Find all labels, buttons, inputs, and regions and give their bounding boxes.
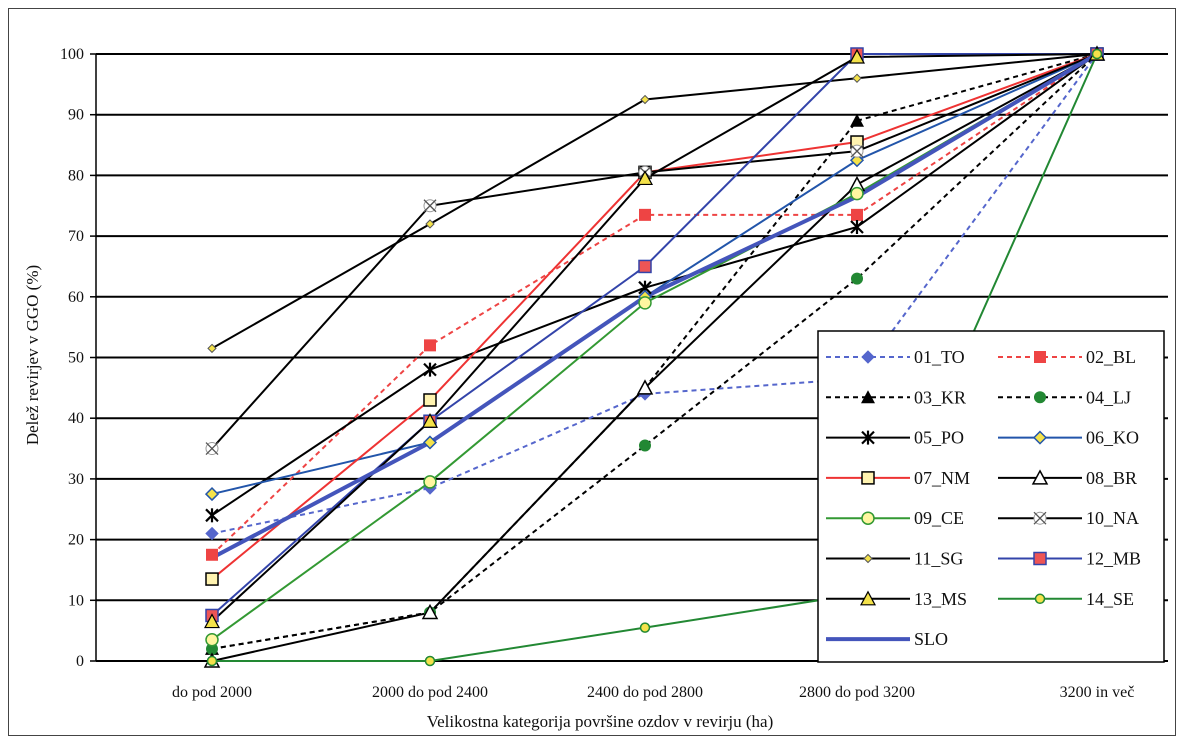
y-tick-label: 30 (68, 471, 84, 488)
data-point-11_SG (425, 219, 435, 229)
data-point-07_NM (423, 393, 437, 407)
x-tick-label: 2800 do pod 3200 (799, 684, 915, 701)
series-markers (203, 45, 1106, 668)
legend: 01_TO 02_BL 03_KR 04_LJ 05_PO 06_KO 07_NM 08_BR… (817, 330, 1165, 663)
legend-marker-11_SG (863, 553, 873, 564)
legend-label-10_NA: 10_NA (1086, 508, 1139, 528)
data-point-02_BL (851, 208, 863, 221)
data-point-02_BL (424, 339, 436, 352)
legend-label-03_KR: 03_KR (914, 387, 966, 407)
legend-marker-13_MS (859, 590, 877, 606)
legend-label-13_MS: 13_MS (914, 589, 967, 609)
legend-label-14_SE: 14_SE (1086, 589, 1134, 609)
x-tick-label: 3200 in več (1060, 684, 1135, 701)
y-tick-label: 70 (68, 228, 84, 245)
series-line-01_TO (211, 53, 1098, 535)
y-tick-label: 80 (68, 167, 84, 184)
legend-marker-01_TO (861, 350, 875, 364)
series-line-11_SG (211, 53, 1098, 350)
x-tick-label: 2400 do pod 2800 (587, 684, 703, 701)
data-point-12_MB (638, 259, 652, 274)
data-point-09_CE (423, 475, 437, 489)
data-point-13_MS (421, 412, 439, 428)
legend-label-12_MB: 12_MB (1086, 549, 1141, 569)
y-tick-label: 0 (76, 653, 84, 670)
legend-label-06_KO: 06_KO (1086, 428, 1139, 448)
x-axis-ticks: do pod 2000 2000 do pod 2400 2400 do pod 2… (172, 684, 1134, 701)
legend-marker-14_SE (1034, 593, 1046, 605)
series-line-04_LJ (211, 53, 1098, 650)
legend-marker-12_MB (1033, 551, 1047, 566)
y-tick-label: 40 (68, 410, 84, 427)
legend-label-02_BL: 02_BL (1086, 347, 1136, 367)
legend-label-05_PO: 05_PO (914, 428, 964, 448)
data-point-04_LJ (639, 439, 651, 452)
y-axis-ticks: 0 10 20 30 40 50 60 70 80 90 100 (60, 46, 96, 670)
data-point-06_KO (422, 435, 438, 450)
data-point-01_TO (205, 526, 219, 541)
legend-marker-08_BR (1031, 469, 1049, 485)
legend-label-04_LJ: 04_LJ (1086, 387, 1131, 407)
data-point-08_BR (636, 379, 654, 395)
legend-label-SLO: SLO (914, 629, 948, 649)
data-point-14_SE (424, 655, 436, 667)
data-point-14_SE (1091, 48, 1103, 60)
y-tick-label: 60 (68, 289, 84, 306)
legend-label-07_NM: 07_NM (914, 468, 970, 488)
data-point-11_SG (852, 73, 862, 83)
data-point-14_SE (639, 622, 651, 633)
data-point-10_NA (850, 144, 864, 158)
data-point-09_CE (205, 633, 219, 647)
chart-frame (8, 8, 1176, 736)
legend-marker-04_LJ (1034, 391, 1046, 404)
legend-marker-10_NA (1033, 511, 1047, 525)
data-point-13_MS (848, 48, 866, 64)
data-point-07_NM (205, 572, 219, 586)
y-tick-label: 90 (68, 107, 84, 124)
legend-marker-03_KR (861, 390, 875, 404)
data-point-13_MS (636, 170, 654, 186)
data-point-02_BL (206, 548, 218, 561)
legend-marker-09_CE (861, 511, 875, 525)
data-point-04_LJ (206, 642, 218, 655)
legend-marker-02_BL (1034, 351, 1046, 363)
data-point-03_KR (850, 113, 864, 127)
data-point-11_SG (640, 94, 650, 105)
legend-marker-07_NM (861, 471, 875, 485)
data-point-04_LJ (851, 272, 863, 285)
data-point-10_NA (423, 199, 437, 213)
legend-marker-06_KO (1032, 430, 1048, 445)
data-point-14_SE (206, 655, 218, 667)
x-tick-label: 2000 do pod 2400 (372, 684, 488, 701)
y-axis-label: Delež revirjev v GGO (%) (23, 265, 42, 445)
data-point-10_NA (205, 442, 219, 456)
data-point-06_KO (849, 153, 865, 168)
data-point-13_MS (203, 613, 221, 629)
legend-label-01_TO: 01_TO (914, 347, 965, 367)
legend-box (817, 330, 1165, 663)
data-point-09_CE (638, 296, 652, 310)
y-tick-label: 50 (68, 350, 84, 367)
x-tick-label: do pod 2000 (172, 684, 252, 701)
legend-label-11_SG: 11_SG (914, 549, 963, 569)
data-point-02_BL (639, 208, 651, 221)
y-tick-label: 100 (60, 46, 84, 63)
data-point-09_CE (850, 186, 864, 201)
data-point-06_KO (204, 487, 220, 502)
legend-label-08_BR: 08_BR (1086, 468, 1137, 488)
x-axis-label: Velikostna kategorija površine ozdov v r… (427, 712, 774, 731)
legend-label-09_CE: 09_CE (914, 508, 964, 528)
y-tick-label: 20 (68, 532, 84, 549)
data-point-11_SG (207, 343, 217, 354)
data-point-08_BR (421, 603, 439, 620)
y-tick-label: 10 (68, 592, 84, 609)
